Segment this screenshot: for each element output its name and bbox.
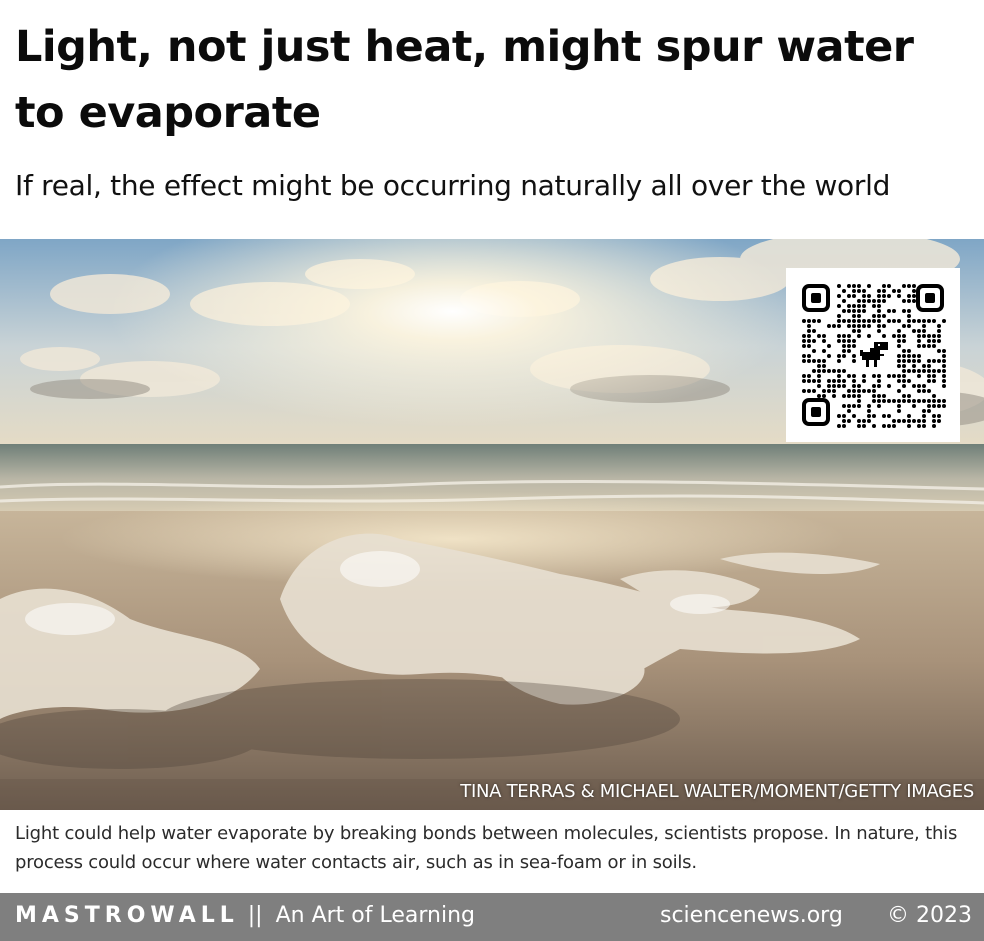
brand-separator: || <box>247 903 263 928</box>
photo-caption: Light could help water evaporate by brea… <box>15 823 958 873</box>
brand-name: MASTROWALL <box>15 903 239 928</box>
headline: Light, not just heat, might spur water t… <box>15 22 914 138</box>
qr-code-icon[interactable] <box>786 268 960 442</box>
footer-site: sciencenews.org <box>660 903 843 928</box>
footer-bar: MASTROWALL || An Art of Learning science… <box>0 893 984 941</box>
footer-copyright: © 2023 <box>887 903 972 928</box>
hero-photo: TINA TERRAS & MICHAEL WALTER/MOMENT/GETT… <box>0 239 984 810</box>
qr-code-graphic <box>802 284 946 428</box>
brand-tagline: An Art of Learning <box>275 903 476 928</box>
dinosaur-icon <box>856 340 892 370</box>
footer-brand: MASTROWALL || An Art of Learning <box>15 903 475 928</box>
photo-credit: TINA TERRAS & MICHAEL WALTER/MOMENT/GETT… <box>460 781 974 802</box>
subheadline: If real, the effect might be occurring n… <box>15 169 891 202</box>
